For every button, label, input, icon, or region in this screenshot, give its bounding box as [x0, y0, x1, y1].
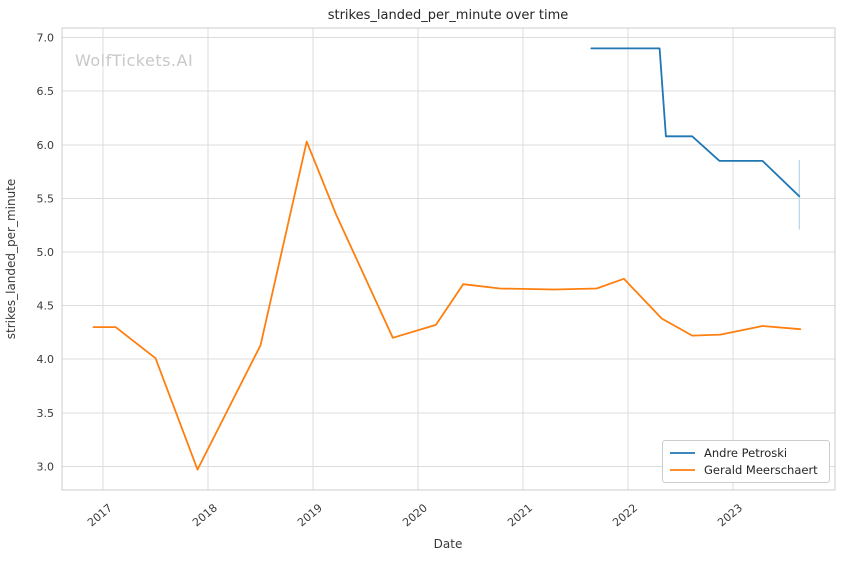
watermark: WolfTickets.AI — [75, 51, 193, 70]
series-line-andre-petroski — [590, 47, 801, 198]
legend-line-icon — [670, 452, 695, 454]
x-tick-labels: 2017 2018 2019 2020 2021 2022 2023 — [85, 501, 745, 529]
y-tick-label: 6.5 — [37, 85, 55, 98]
series-lines — [92, 47, 802, 471]
x-tick-label: 2023 — [715, 501, 745, 529]
y-tick-label: 4.5 — [37, 300, 55, 313]
legend: Andre Petroski Gerald Meerschaert — [662, 440, 830, 483]
y-tick-label: 5.5 — [37, 192, 55, 205]
plot-border — [61, 27, 836, 491]
legend-label: Andre Petroski — [704, 446, 788, 460]
y-axis-label: strikes_landed_per_minute — [4, 179, 18, 340]
chart-title: strikes_landed_per_minute over time — [328, 8, 569, 23]
gridlines — [62, 28, 835, 490]
y-tick-label: 3.5 — [37, 407, 55, 420]
legend-line-icon — [670, 469, 695, 471]
x-tick-label: 2018 — [190, 501, 220, 529]
x-tick-label: 2017 — [85, 501, 115, 529]
y-tick-labels: 3.0 3.5 4.0 4.5 5.0 5.5 6.0 6.5 7.0 — [37, 32, 55, 474]
x-tick-label: 2021 — [505, 501, 535, 529]
y-tick-label: 7.0 — [37, 32, 55, 45]
x-tick-label: 2019 — [295, 501, 325, 529]
legend-label: Gerald Meerschaert — [704, 463, 818, 477]
x-tick-label: 2022 — [610, 501, 640, 529]
x-axis-label: Date — [434, 537, 463, 551]
x-tick-label: 2020 — [400, 501, 430, 529]
y-tick-label: 5.0 — [37, 246, 55, 259]
y-tick-label: 4.0 — [37, 353, 55, 366]
y-tick-label: 3.0 — [37, 460, 55, 473]
legend-item-andre-petroski: Andre Petroski — [669, 446, 821, 460]
series-line-gerald-meerschaert — [92, 140, 802, 471]
y-tick-label: 6.0 — [37, 139, 55, 152]
legend-item-gerald-meerschaert: Gerald Meerschaert — [669, 463, 821, 477]
